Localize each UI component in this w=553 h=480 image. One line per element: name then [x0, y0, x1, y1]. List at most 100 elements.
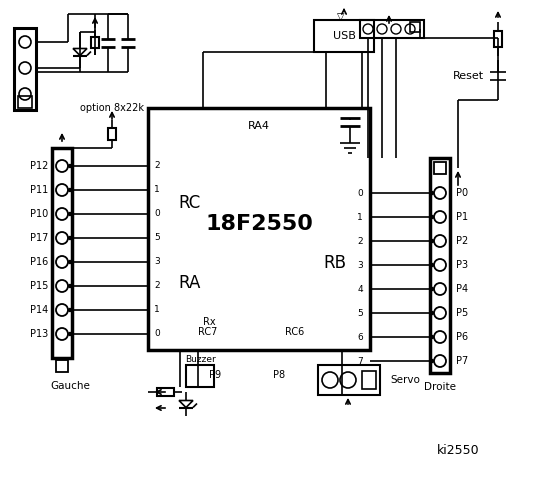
Bar [360, 20, 424, 38]
Bar [314, 20, 374, 52]
Text: 1: 1 [357, 213, 363, 221]
Circle shape [434, 187, 446, 199]
Text: Servo: Servo [390, 375, 420, 385]
Circle shape [69, 285, 71, 288]
Text: 2: 2 [154, 281, 160, 290]
Text: Reset: Reset [453, 71, 484, 81]
Bar [186, 365, 214, 387]
Circle shape [69, 309, 71, 312]
Text: P8: P8 [273, 370, 285, 380]
Text: P16: P16 [30, 257, 48, 267]
Text: P15: P15 [30, 281, 48, 291]
Circle shape [434, 283, 446, 295]
Text: 3: 3 [357, 261, 363, 269]
Text: 7: 7 [357, 357, 363, 365]
Text: option 8x22k: option 8x22k [80, 103, 144, 113]
Text: P13: P13 [30, 329, 48, 339]
Circle shape [391, 24, 401, 34]
Text: 5: 5 [154, 233, 160, 242]
Text: ki2550: ki2550 [437, 444, 479, 456]
Bar [362, 371, 376, 389]
Text: 6: 6 [357, 333, 363, 341]
Circle shape [56, 280, 68, 292]
Text: P5: P5 [456, 308, 468, 318]
Circle shape [434, 211, 446, 223]
Circle shape [430, 312, 434, 314]
Circle shape [430, 264, 434, 266]
Circle shape [434, 355, 446, 367]
Text: P1: P1 [456, 212, 468, 222]
Text: P4: P4 [456, 284, 468, 294]
Bar [430, 158, 450, 373]
Circle shape [69, 213, 71, 216]
Text: P10: P10 [30, 209, 48, 219]
Text: P6: P6 [456, 332, 468, 342]
Text: 18F2550: 18F2550 [205, 214, 313, 234]
Text: RA: RA [179, 274, 201, 292]
Text: 0: 0 [154, 209, 160, 218]
Text: P11: P11 [30, 185, 48, 195]
Circle shape [56, 208, 68, 220]
Text: USB: USB [332, 31, 356, 41]
Circle shape [340, 372, 356, 388]
Bar [91, 37, 99, 48]
Circle shape [69, 237, 71, 240]
Bar [14, 28, 36, 110]
Circle shape [434, 307, 446, 319]
Bar [156, 388, 174, 396]
Text: RC7: RC7 [198, 327, 217, 337]
Text: 0: 0 [357, 189, 363, 197]
Bar [108, 128, 116, 140]
Circle shape [19, 36, 31, 48]
Circle shape [56, 256, 68, 268]
Circle shape [434, 235, 446, 247]
Text: P2: P2 [456, 236, 468, 246]
Circle shape [69, 165, 71, 168]
Text: 2: 2 [357, 237, 363, 245]
Text: RB: RB [324, 254, 347, 272]
Circle shape [19, 88, 31, 100]
Circle shape [322, 372, 338, 388]
Text: RA4: RA4 [248, 121, 270, 131]
Bar [318, 365, 380, 395]
Circle shape [56, 328, 68, 340]
Bar [148, 108, 370, 350]
Text: RC: RC [179, 194, 201, 212]
Circle shape [69, 261, 71, 264]
Bar [494, 31, 502, 47]
Text: Buzzer: Buzzer [185, 355, 215, 363]
Text: ▽: ▽ [337, 12, 345, 22]
Circle shape [430, 240, 434, 242]
Bar [18, 96, 32, 108]
Text: Gauche: Gauche [50, 381, 90, 391]
Circle shape [56, 304, 68, 316]
Text: 2: 2 [154, 161, 160, 170]
Bar [434, 162, 446, 174]
Text: P14: P14 [30, 305, 48, 315]
Circle shape [430, 288, 434, 290]
Text: Rx: Rx [203, 317, 216, 327]
Text: 3: 3 [154, 257, 160, 266]
Text: P3: P3 [456, 260, 468, 270]
Text: P9: P9 [209, 370, 221, 380]
Circle shape [430, 336, 434, 338]
Text: Droite: Droite [424, 382, 456, 392]
Bar [52, 148, 72, 358]
Circle shape [430, 192, 434, 194]
Circle shape [363, 24, 373, 34]
Circle shape [56, 232, 68, 244]
Circle shape [434, 259, 446, 271]
Text: 1: 1 [154, 305, 160, 314]
Text: 4: 4 [357, 285, 363, 293]
Circle shape [56, 184, 68, 196]
Text: 5: 5 [357, 309, 363, 317]
Circle shape [405, 24, 415, 34]
Text: P12: P12 [30, 161, 48, 171]
Circle shape [56, 160, 68, 172]
Circle shape [430, 360, 434, 362]
Circle shape [377, 24, 387, 34]
Circle shape [430, 216, 434, 218]
Bar [56, 360, 68, 372]
Text: 1: 1 [154, 185, 160, 194]
Circle shape [69, 189, 71, 192]
